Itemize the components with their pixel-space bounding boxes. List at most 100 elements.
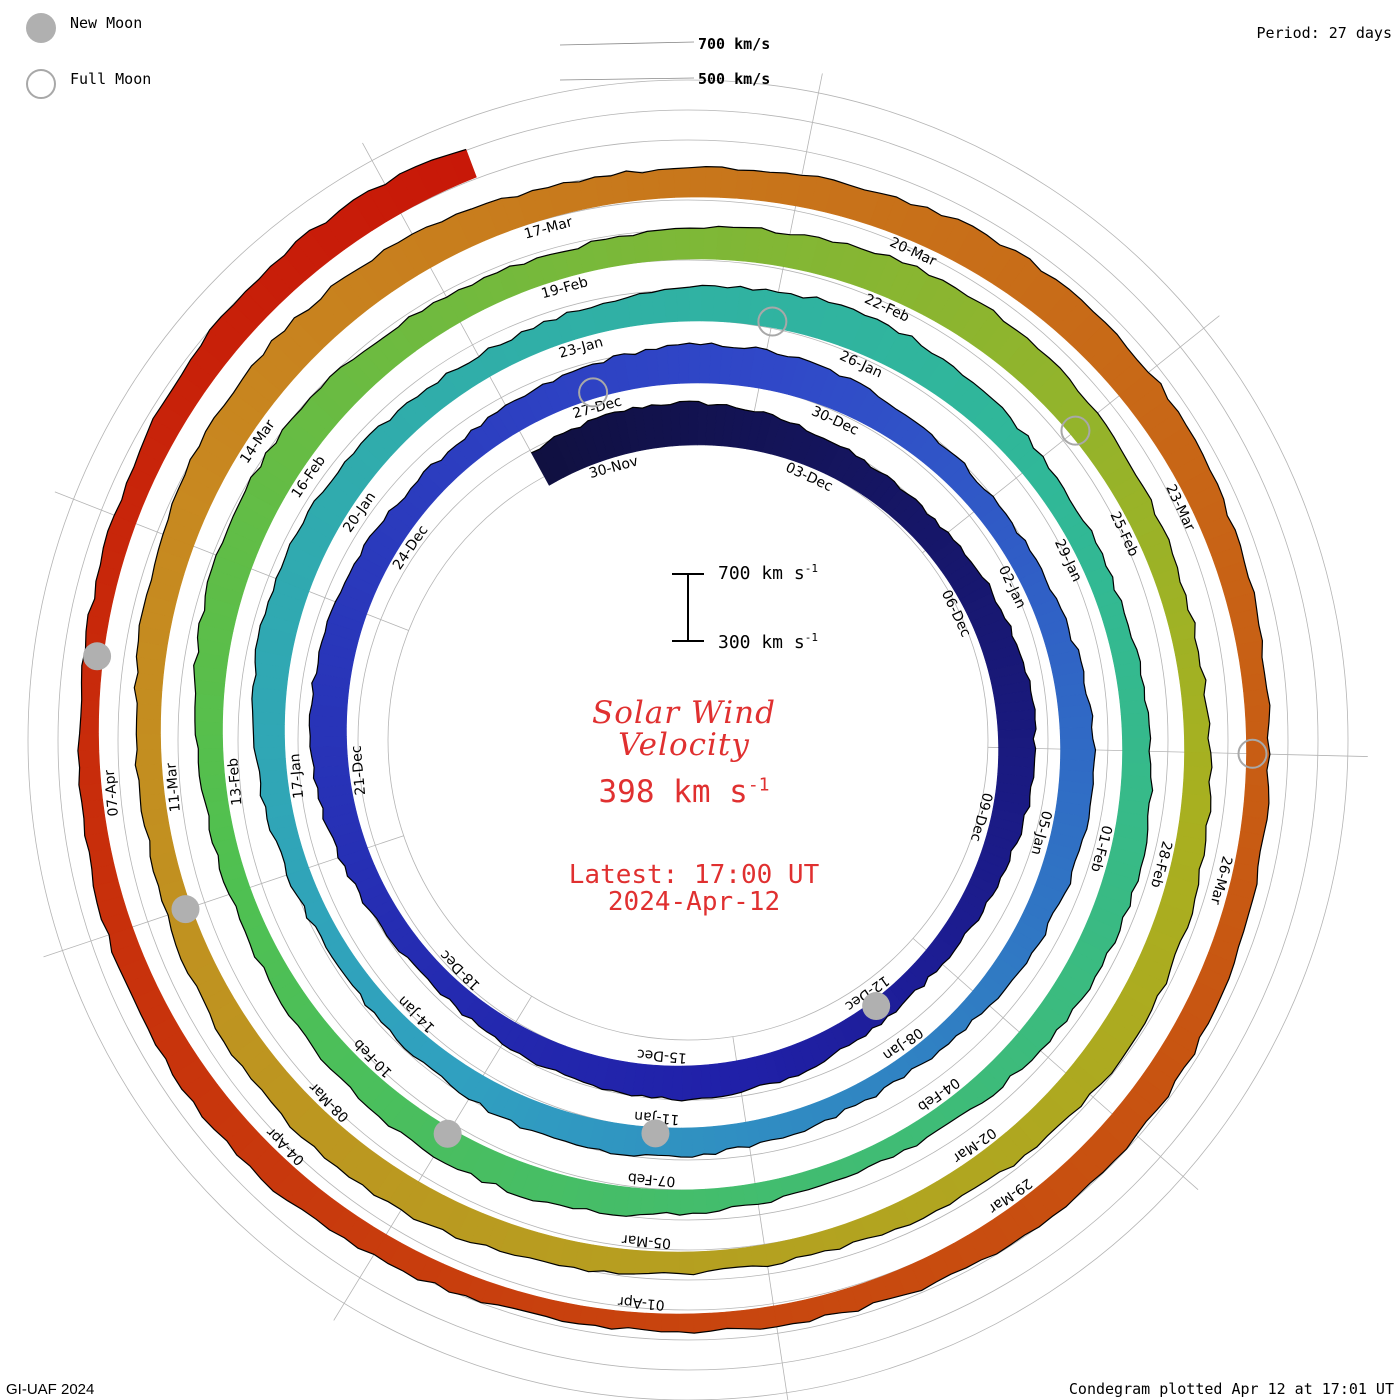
velocity-segment: [648, 1250, 666, 1274]
new-moon-marker: [862, 992, 891, 1021]
velocity-segment: [198, 773, 227, 790]
velocity-segment: [692, 1188, 707, 1214]
velocity-segment: [702, 1126, 716, 1155]
grid-spoke: [987, 746, 1368, 757]
velocity-segment: [675, 227, 691, 260]
velocity-segment: [632, 230, 650, 264]
latest-date: 2024-Apr-12: [607, 887, 781, 917]
velocity-segment: [679, 400, 690, 446]
velocity-segment: [678, 1251, 694, 1276]
velocity-segment: [652, 1189, 668, 1215]
full-moon-legend-icon: [26, 69, 56, 99]
new-moon-marker: [641, 1119, 670, 1148]
velocity-segment: [689, 166, 707, 198]
velocity-segment: [702, 226, 719, 260]
velocity-segment: [253, 735, 286, 748]
velocity-segment: [253, 746, 286, 760]
velocity-segment: [680, 1127, 693, 1158]
velocity-segment: [644, 1312, 663, 1333]
new-moon-marker: [171, 895, 200, 924]
scale-700-label: 700 km/s: [698, 35, 771, 53]
velocity-segment: [691, 1126, 705, 1158]
velocity-segment: [1058, 715, 1094, 729]
velocity-segment: [1122, 738, 1151, 752]
velocity-segment: [679, 1189, 694, 1216]
full-moon-marker: [1237, 738, 1268, 769]
velocity-segment: [676, 286, 690, 322]
scale-500-line: [559, 77, 695, 81]
latest-timestamp: Latest: 17:00 UT 2024-Apr-12: [484, 862, 904, 916]
full-moon-legend-label: Full Moon: [70, 70, 152, 88]
velocity-segment: [666, 344, 680, 385]
velocity-segment: [721, 1248, 739, 1269]
velocity-segment: [741, 1308, 761, 1330]
velocity-segment: [77, 750, 100, 768]
velocity-segment: [628, 1311, 647, 1331]
velocity-segment: [688, 342, 701, 384]
velocity-segment: [673, 167, 691, 198]
velocity-segment: [259, 769, 288, 784]
date-label: 11-Jan: [634, 1108, 680, 1128]
velocity-segment: [660, 228, 677, 261]
scale-500-label: 500 km/s: [698, 70, 771, 88]
velocity-segment: [83, 815, 108, 836]
velocity-segment: [1241, 672, 1268, 692]
velocity-segment: [633, 1249, 651, 1275]
title-line-1: Solar Wind: [591, 695, 776, 731]
velocity-segment: [309, 745, 348, 758]
date-label: 07-Feb: [627, 1169, 676, 1189]
new-moon-marker: [83, 642, 112, 671]
period-label: Period: 27 days: [1256, 24, 1392, 42]
velocity-segment: [1060, 748, 1096, 762]
velocity-segment: [693, 1312, 712, 1334]
velocity-segment: [78, 782, 103, 802]
grid-ring: [27, 79, 1349, 1400]
current-speed: 398 km s-1: [598, 774, 770, 810]
velocity-segment: [735, 1246, 753, 1268]
grid-spoke: [732, 1036, 789, 1400]
velocity-segment: [1181, 694, 1208, 711]
velocity-segment: [134, 763, 164, 781]
date-label: 07-Apr: [102, 769, 122, 817]
velocity-segment: [757, 1305, 778, 1330]
velocity-segment: [749, 1244, 768, 1267]
footer-plot-time: Condegram plotted Apr 12 at 17:01 UT: [1068, 1380, 1394, 1398]
velocity-segment: [1245, 721, 1270, 739]
velocity-segment: [651, 289, 667, 324]
full-moon-marker: [1060, 415, 1091, 446]
velocity-segment: [136, 718, 161, 735]
grid-ring: [57, 109, 1319, 1371]
velocity-segment: [1238, 656, 1265, 677]
velocity-segment: [194, 734, 224, 749]
velocity-segment: [689, 285, 703, 322]
velocity-segment: [78, 766, 102, 786]
velocity-segment: [660, 1313, 679, 1333]
velocity-segment: [1122, 750, 1152, 765]
velocity-segment: [625, 170, 645, 202]
velocity-segment: [197, 760, 225, 777]
date-label: 05-Mar: [621, 1231, 672, 1251]
date-label: 11-Mar: [163, 762, 183, 813]
date-label: 13-Feb: [225, 757, 245, 806]
velocity-segment: [1243, 689, 1271, 708]
chart-title: Solar Wind Velocity: [484, 697, 884, 761]
velocity-segment: [668, 1127, 682, 1158]
velocity-segment: [729, 1185, 746, 1207]
velocity-segment: [677, 1313, 695, 1334]
velocity-segment: [663, 1251, 680, 1274]
velocity-segment: [1183, 751, 1213, 768]
velocity-segment: [681, 1065, 693, 1102]
velocity-segment: [725, 1310, 744, 1329]
velocity-segment: [700, 1064, 713, 1099]
velocity-segment: [198, 747, 224, 763]
velocity-segment: [194, 706, 224, 723]
velocity-segment: [81, 799, 106, 819]
full-moon-marker: [578, 377, 609, 408]
velocity-segment: [704, 1187, 720, 1214]
velocity-segment: [670, 401, 682, 447]
velocity-segment: [133, 687, 163, 706]
velocity-segment: [1059, 726, 1094, 739]
velocity-segment: [1118, 686, 1145, 703]
new-moon-legend-label: New Moon: [70, 14, 143, 32]
velocity-segment: [1183, 723, 1211, 739]
